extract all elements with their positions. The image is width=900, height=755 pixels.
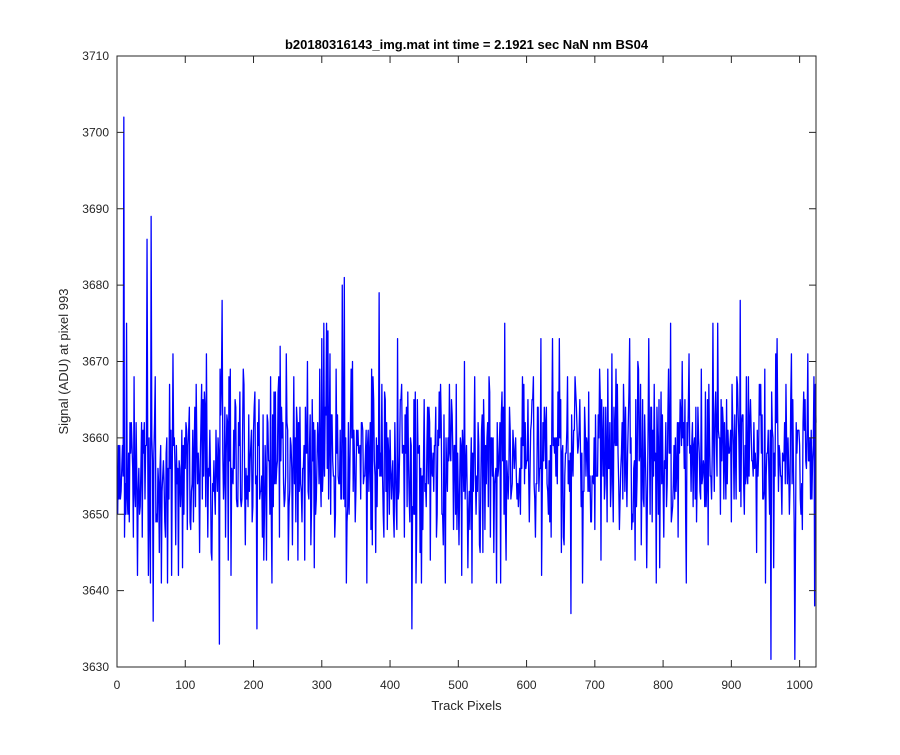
x-tick-label: 800 (653, 678, 673, 692)
x-tick-label: 500 (448, 678, 468, 692)
y-tick-label: 3670 (82, 355, 109, 369)
y-tick-label: 3710 (82, 49, 109, 63)
x-axis-label: Track Pixels (431, 698, 502, 713)
y-tick-label: 3690 (82, 202, 109, 216)
y-tick-label: 3700 (82, 125, 109, 139)
x-tick-label: 300 (312, 678, 332, 692)
x-tick-label: 0 (114, 678, 121, 692)
y-axis-label: Signal (ADU) at pixel 993 (56, 289, 71, 435)
x-tick-label: 900 (721, 678, 741, 692)
x-tick-label: 400 (380, 678, 400, 692)
series-layer (117, 116, 817, 661)
y-tick-label: 3680 (82, 278, 109, 292)
chart-title: b20180316143_img.mat int time = 2.1921 s… (285, 37, 649, 52)
x-tick-label: 200 (244, 678, 264, 692)
y-tick-label: 3660 (82, 431, 109, 445)
axes-background (117, 56, 816, 667)
axes-box (116, 55, 817, 668)
y-tick-label: 3650 (82, 507, 109, 521)
series-line (117, 116, 817, 661)
x-tick-label: 100 (175, 678, 195, 692)
x-tick-label: 1000 (786, 678, 813, 692)
y-tick-label: 3630 (82, 660, 109, 674)
y-tick-label: 3640 (82, 584, 109, 598)
x-tick-label: 700 (585, 678, 605, 692)
ticks-layer: 0 100 200 300 400 500 600 700 800 900 1000 3630 3640… (82, 49, 816, 692)
x-tick-label: 600 (517, 678, 537, 692)
